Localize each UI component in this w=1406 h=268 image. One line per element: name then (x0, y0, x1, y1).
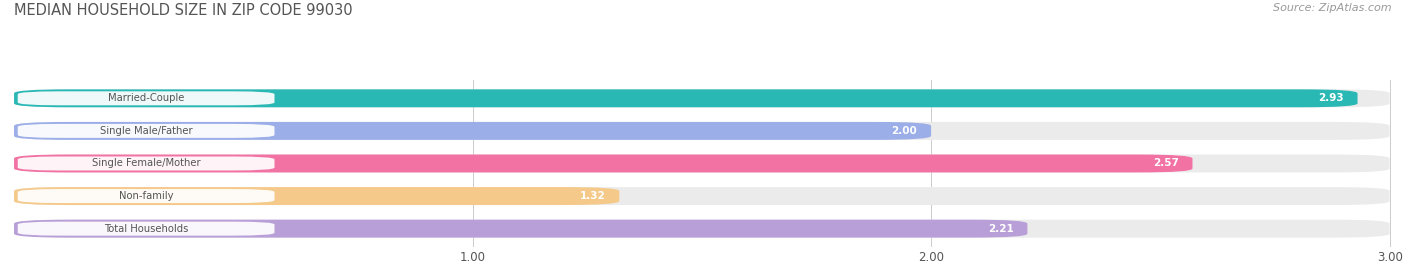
FancyBboxPatch shape (14, 89, 1358, 107)
FancyBboxPatch shape (18, 189, 274, 203)
FancyBboxPatch shape (18, 124, 274, 138)
FancyBboxPatch shape (14, 155, 1192, 172)
Text: 2.00: 2.00 (891, 126, 917, 136)
Text: MEDIAN HOUSEHOLD SIZE IN ZIP CODE 99030: MEDIAN HOUSEHOLD SIZE IN ZIP CODE 99030 (14, 3, 353, 18)
FancyBboxPatch shape (14, 155, 1389, 172)
FancyBboxPatch shape (18, 91, 274, 105)
Text: 2.93: 2.93 (1319, 93, 1344, 103)
Text: Married-Couple: Married-Couple (108, 93, 184, 103)
Text: Source: ZipAtlas.com: Source: ZipAtlas.com (1274, 3, 1392, 13)
FancyBboxPatch shape (18, 157, 274, 170)
FancyBboxPatch shape (14, 220, 1389, 238)
Text: Single Male/Father: Single Male/Father (100, 126, 193, 136)
FancyBboxPatch shape (14, 89, 1389, 107)
FancyBboxPatch shape (18, 222, 274, 236)
Text: 2.21: 2.21 (988, 224, 1014, 234)
Text: Non-family: Non-family (120, 191, 173, 201)
FancyBboxPatch shape (14, 220, 1028, 238)
FancyBboxPatch shape (14, 187, 619, 205)
FancyBboxPatch shape (14, 187, 1389, 205)
FancyBboxPatch shape (14, 122, 1389, 140)
FancyBboxPatch shape (14, 122, 931, 140)
Text: Single Female/Mother: Single Female/Mother (91, 158, 201, 169)
Text: Total Households: Total Households (104, 224, 188, 234)
Text: 2.57: 2.57 (1153, 158, 1178, 169)
Text: 1.32: 1.32 (579, 191, 606, 201)
